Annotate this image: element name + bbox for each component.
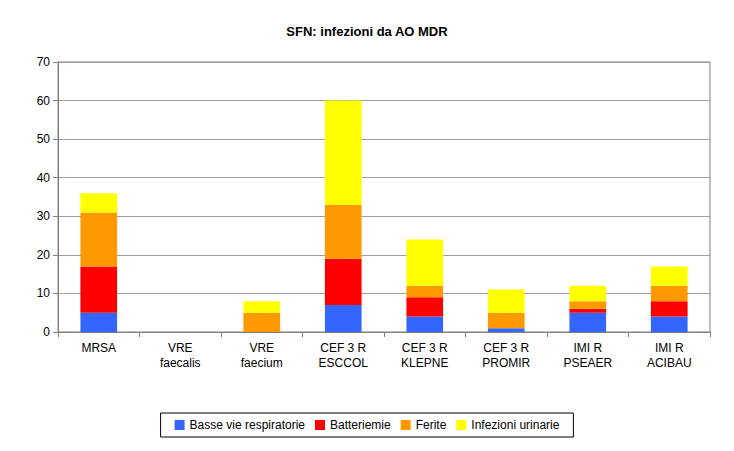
svg-text:Infezioni urinarie: Infezioni urinarie bbox=[471, 418, 559, 432]
svg-text:VRE: VRE bbox=[249, 341, 274, 355]
svg-text:CEF 3 R: CEF 3 R bbox=[320, 341, 366, 355]
svg-text:IMI R: IMI R bbox=[573, 341, 602, 355]
svg-text:faecalis: faecalis bbox=[160, 356, 201, 370]
svg-text:20: 20 bbox=[37, 248, 51, 262]
svg-text:70: 70 bbox=[37, 55, 51, 69]
svg-text:Ferite: Ferite bbox=[416, 418, 447, 432]
svg-text:60: 60 bbox=[37, 94, 51, 108]
svg-text:faecium: faecium bbox=[241, 356, 283, 370]
svg-text:PROMIR: PROMIR bbox=[482, 356, 530, 370]
svg-text:PSEAER: PSEAER bbox=[563, 356, 612, 370]
svg-text:ACIBAU: ACIBAU bbox=[647, 356, 692, 370]
svg-text:SFN: infezioni da AO MDR: SFN: infezioni da AO MDR bbox=[286, 24, 448, 39]
svg-text:CEF 3 R: CEF 3 R bbox=[483, 341, 529, 355]
svg-text:KLEPNE: KLEPNE bbox=[401, 356, 448, 370]
svg-text:IMI R: IMI R bbox=[655, 341, 684, 355]
svg-text:ESCCOL: ESCCOL bbox=[319, 356, 369, 370]
svg-text:Batteriemie: Batteriemie bbox=[330, 418, 391, 432]
svg-text:Basse vie respiratorie: Basse vie respiratorie bbox=[190, 418, 306, 432]
svg-text:10: 10 bbox=[37, 286, 51, 300]
svg-text:30: 30 bbox=[37, 209, 51, 223]
svg-text:MRSA: MRSA bbox=[81, 341, 116, 355]
svg-text:40: 40 bbox=[37, 171, 51, 185]
svg-text:50: 50 bbox=[37, 132, 51, 146]
svg-text:VRE: VRE bbox=[168, 341, 193, 355]
svg-text:CEF 3 R: CEF 3 R bbox=[402, 341, 448, 355]
svg-text:0: 0 bbox=[43, 325, 50, 339]
